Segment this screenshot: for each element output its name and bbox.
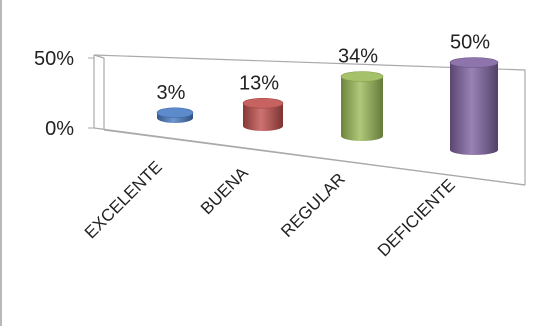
side-wall-top-edge [93, 54, 105, 59]
y-tick-label: 50% [34, 48, 74, 70]
y-tick-label: 0% [45, 118, 74, 140]
category-label: DEFICIENTE [374, 175, 459, 260]
back-wall-outline [93, 54, 526, 185]
bar-top [449, 57, 499, 68]
floor-front-edge [103, 129, 526, 186]
bar-body [341, 76, 383, 141]
bar-top [242, 97, 284, 109]
data-label: 13% [239, 72, 279, 94]
bar-body [243, 103, 283, 131]
category-label: EXCELENTE [81, 157, 166, 242]
bar-body [450, 62, 498, 155]
bar-top [340, 71, 384, 82]
data-label: 50% [450, 32, 490, 54]
bar-regular [340, 71, 384, 141]
category-label: REGULAR [277, 169, 349, 241]
category-label: BUENA [197, 163, 252, 218]
bar-buena [242, 97, 284, 131]
data-label: 3% [157, 82, 186, 104]
bar-excelente [156, 107, 194, 123]
data-label: 34% [338, 46, 378, 68]
bar-deficiente [449, 57, 499, 155]
bar-top [156, 107, 194, 119]
